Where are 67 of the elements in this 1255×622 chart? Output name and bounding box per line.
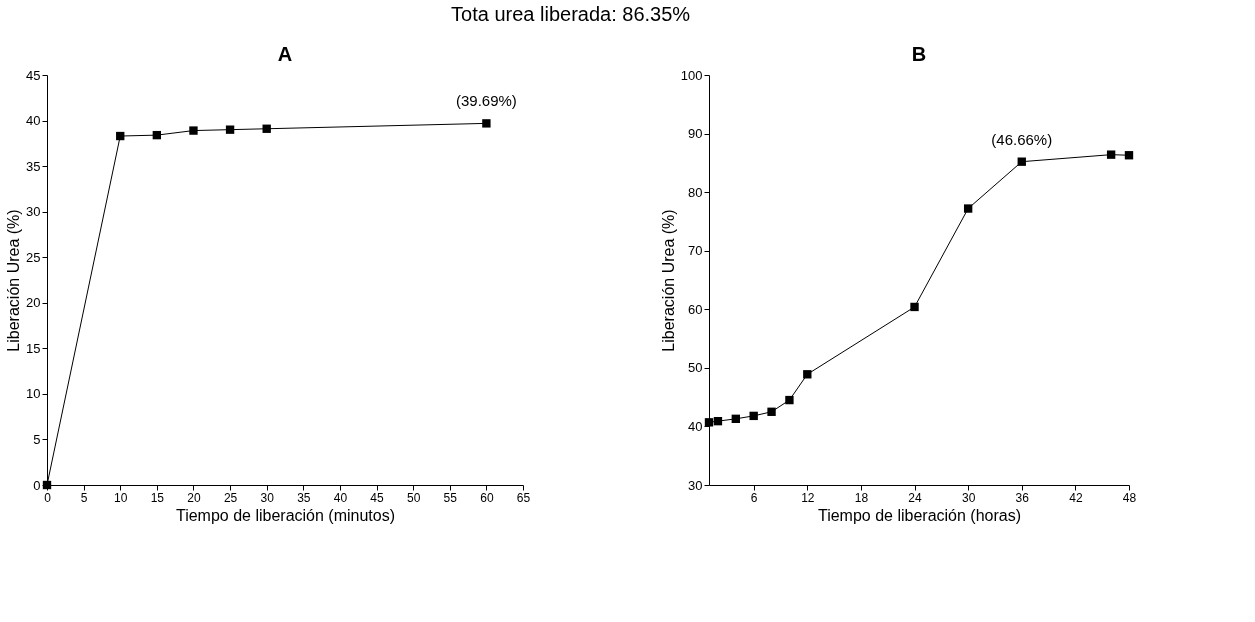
- y-tick-label: 50: [688, 360, 703, 376]
- y-tick-label: 0: [33, 477, 41, 493]
- point: [262, 124, 271, 133]
- x-tick-label: 40: [333, 490, 348, 505]
- y-tick-label: 40: [26, 113, 41, 129]
- y-tick-label: 30: [688, 477, 703, 493]
- x-tick-label: 50: [406, 490, 421, 505]
- point: [116, 131, 125, 141]
- point: [704, 418, 714, 427]
- annotation: (39.69%): [455, 92, 517, 110]
- x-tick-label: 10: [114, 490, 128, 505]
- y-tick-label: 100: [680, 67, 703, 83]
- y-tick-label: 80: [688, 184, 703, 200]
- point: [767, 407, 776, 416]
- point: [225, 125, 235, 134]
- x-tick-label: 60: [480, 490, 494, 505]
- y-tick-label: 90: [688, 126, 703, 142]
- y-tick-label: 20: [26, 295, 41, 311]
- y-axis-title: Liberación Urea (%): [659, 209, 677, 352]
- point: [1106, 150, 1116, 159]
- x-tick-label: 42: [1069, 490, 1083, 505]
- x-tick-label: 30: [260, 490, 275, 505]
- text: Tota urea liberada: 86.35%: [451, 3, 691, 25]
- point: [152, 130, 162, 140]
- point: [803, 370, 812, 379]
- point: [910, 302, 919, 312]
- x-axis-title: Tiempo de liberación (horas): [817, 506, 1022, 524]
- x-tick-label: 6: [750, 490, 758, 505]
- x-tick-label: 55: [443, 490, 458, 505]
- x-tick-label: 35: [297, 490, 311, 505]
- y-tick-label: 35: [26, 158, 41, 174]
- x-tick-label: 30: [961, 490, 976, 505]
- point: [785, 395, 794, 405]
- x-tick-label: 18: [854, 490, 869, 505]
- x-axis-title: Tiempo de liberación (minutos): [175, 506, 396, 524]
- x-tick-label: 20: [187, 490, 201, 505]
- y-tick-label: 10: [26, 386, 41, 402]
- x-tick-label: 25: [223, 490, 238, 505]
- x-tick-label: 65: [516, 490, 531, 505]
- x-tick-label: 12: [801, 490, 815, 505]
- y-tick-label: 70: [688, 243, 703, 259]
- point: [713, 416, 723, 426]
- y-tick-label: 25: [26, 249, 41, 265]
- point: [189, 126, 198, 135]
- point: [749, 411, 758, 421]
- x-tick-label: 24: [908, 490, 923, 505]
- y-tick-label: 40: [688, 418, 703, 434]
- y-tick-label: 30: [26, 204, 41, 220]
- point: [1124, 151, 1134, 160]
- point: [731, 414, 740, 423]
- chart-title: B: [911, 43, 927, 65]
- point: [963, 204, 973, 213]
- x-tick-label: 5: [80, 490, 88, 505]
- x-tick-label: 36: [1015, 490, 1030, 505]
- x-tick-label: 0: [44, 490, 52, 505]
- y-tick-label: 15: [26, 340, 41, 356]
- chart-title: A: [277, 43, 293, 65]
- annotation: (46.66%): [991, 130, 1053, 148]
- y-tick-label: 60: [688, 301, 703, 317]
- y-tick-label: 45: [26, 67, 41, 83]
- point: [1017, 157, 1026, 166]
- point: [482, 119, 491, 128]
- x-tick-label: 45: [370, 490, 385, 505]
- x-tick-label: 48: [1122, 490, 1137, 505]
- y-tick-label: 5: [33, 431, 41, 447]
- y-axis-title: Liberación Urea (%): [5, 209, 23, 352]
- x-tick-label: 15: [150, 490, 165, 505]
